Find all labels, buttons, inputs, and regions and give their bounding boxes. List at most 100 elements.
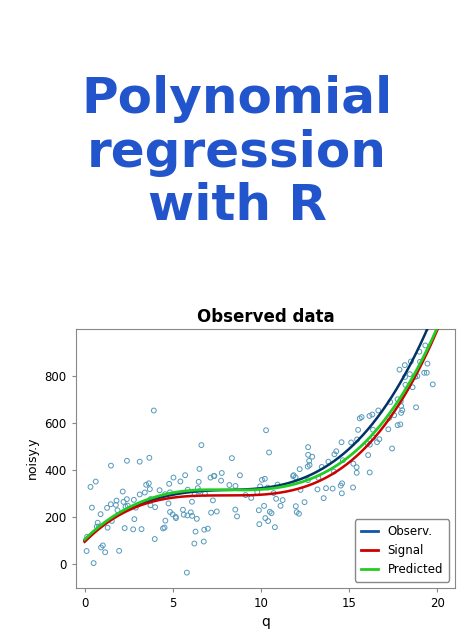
Point	[330, 466, 338, 477]
Point	[272, 494, 280, 504]
Point	[161, 523, 168, 533]
Point	[242, 490, 249, 500]
Point	[384, 424, 392, 434]
Point	[138, 524, 146, 534]
Point	[146, 500, 154, 510]
Point	[331, 449, 338, 459]
Point	[273, 480, 281, 490]
Point	[423, 323, 430, 333]
Point	[123, 494, 131, 504]
Point	[183, 511, 191, 521]
Point	[177, 477, 184, 487]
Point	[165, 479, 173, 489]
Point	[104, 523, 111, 533]
Point	[101, 547, 109, 557]
Point	[304, 442, 312, 452]
Point	[290, 470, 297, 480]
Point	[399, 405, 406, 415]
Point	[210, 471, 218, 481]
Point	[210, 471, 218, 481]
Point	[146, 453, 153, 463]
Point	[88, 502, 96, 513]
Point	[396, 365, 403, 375]
Point	[194, 483, 201, 493]
Point	[103, 503, 111, 513]
Point	[354, 425, 362, 435]
Point	[394, 420, 401, 430]
Point	[424, 358, 431, 368]
Point	[258, 475, 266, 485]
Point	[374, 405, 382, 415]
Point	[97, 509, 104, 520]
Point	[97, 542, 105, 552]
Point	[233, 511, 241, 521]
Point	[119, 487, 127, 497]
Point	[145, 478, 153, 489]
Point	[166, 507, 174, 517]
Point	[114, 505, 121, 515]
Point	[90, 558, 98, 568]
Point	[304, 475, 312, 485]
Point	[184, 485, 191, 495]
Point	[397, 408, 405, 418]
Y-axis label: noisy.y: noisy.y	[26, 437, 39, 480]
Point	[146, 494, 154, 504]
Point	[270, 488, 277, 498]
Point	[226, 480, 233, 490]
Point	[192, 526, 200, 537]
Point	[412, 402, 420, 412]
Point	[406, 369, 414, 379]
Point	[364, 439, 372, 449]
Point	[338, 437, 346, 447]
Point	[271, 522, 279, 532]
Point	[416, 346, 423, 356]
Point	[179, 505, 187, 515]
Point	[314, 484, 321, 494]
Point	[369, 432, 377, 442]
Point	[130, 495, 137, 505]
Point	[347, 437, 355, 447]
Point	[397, 419, 404, 429]
Point	[115, 546, 123, 556]
Point	[170, 473, 177, 483]
X-axis label: q: q	[261, 616, 270, 629]
Point	[161, 489, 169, 499]
Point	[262, 425, 270, 435]
Point	[159, 523, 167, 533]
Point	[369, 425, 377, 435]
Point	[353, 468, 361, 478]
Point	[268, 508, 275, 518]
Point	[368, 410, 376, 420]
Point	[397, 396, 404, 406]
Point	[196, 464, 203, 474]
Point	[150, 406, 157, 416]
Point	[231, 504, 239, 514]
Point	[295, 509, 303, 519]
Point	[151, 502, 159, 513]
Point	[124, 501, 131, 511]
Point	[358, 412, 365, 422]
Point	[349, 482, 357, 492]
Point	[353, 462, 360, 472]
Point	[188, 497, 196, 507]
Point	[108, 516, 116, 526]
Point	[93, 521, 100, 532]
Point	[338, 489, 346, 499]
Point	[191, 489, 199, 499]
Point	[172, 512, 180, 522]
Point	[236, 470, 244, 480]
Point	[200, 537, 208, 547]
Point	[353, 434, 361, 444]
Point	[83, 546, 91, 556]
Point	[228, 453, 236, 463]
Point	[136, 489, 144, 499]
Point	[254, 487, 261, 497]
Point	[247, 493, 255, 503]
Point	[141, 487, 149, 497]
Point	[204, 523, 211, 533]
Point	[213, 506, 220, 516]
Point	[305, 456, 313, 466]
Point	[304, 461, 311, 471]
Point	[304, 450, 312, 460]
Point	[373, 437, 381, 447]
